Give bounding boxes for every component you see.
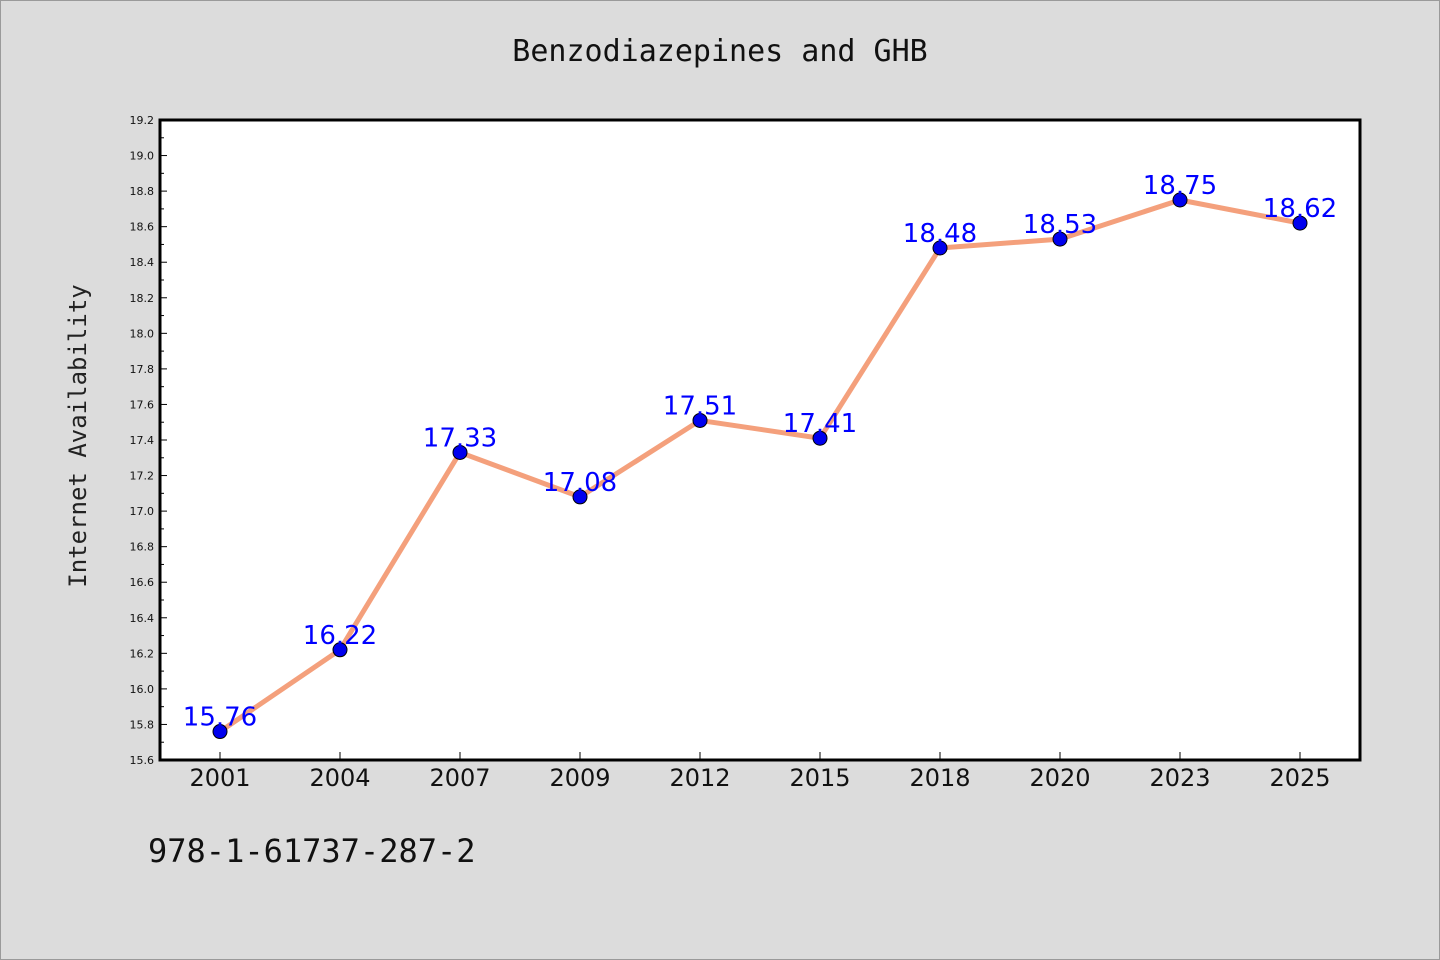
data-point	[452, 444, 468, 460]
data-point	[572, 489, 588, 505]
y-tick-label: 17.6	[130, 398, 155, 411]
data-label: 18.48	[903, 219, 977, 249]
data-point	[932, 240, 948, 256]
data-label: 17.33	[423, 423, 497, 453]
y-tick-label: 18.2	[130, 292, 155, 305]
y-axis-label: Internet Availability	[64, 284, 92, 587]
data-label: 17.08	[543, 468, 617, 498]
y-tick-label: 17.0	[130, 505, 155, 518]
chart-title: Benzodiazepines and GHB	[512, 34, 928, 69]
y-tick-label: 18.6	[130, 221, 155, 234]
y-tick-label: 16.6	[130, 576, 155, 589]
y-tick-label: 17.2	[130, 470, 155, 483]
series-line-group	[217, 197, 1303, 735]
data-label: 16.22	[303, 621, 377, 651]
plot-area	[160, 120, 1360, 760]
data-point	[692, 412, 708, 428]
y-tick-label: 19.2	[130, 114, 155, 127]
data-label: 15.76	[183, 703, 257, 733]
plot-border	[158, 118, 1362, 762]
y-tick-label: 16.0	[130, 683, 155, 696]
data-markers	[212, 192, 1308, 740]
x-tick-label: 2023	[1149, 764, 1210, 792]
x-tick-label: 2025	[1269, 764, 1330, 792]
data-label: 18.53	[1023, 210, 1097, 240]
x-tick-label: 2020	[1029, 764, 1090, 792]
y-tick-label: 18.8	[130, 185, 155, 198]
data-point	[1172, 192, 1188, 208]
x-tick-label: 2015	[789, 764, 850, 792]
data-point	[332, 642, 348, 658]
y-tick-label: 16.8	[130, 541, 155, 554]
y-tick-label: 17.8	[130, 363, 155, 376]
x-tick-label: 2004	[309, 764, 370, 792]
y-tick-label: 16.2	[130, 647, 155, 660]
data-label: 17.41	[783, 409, 857, 439]
y-tick-label: 19.0	[130, 150, 155, 163]
x-tick-label: 2001	[189, 764, 250, 792]
series-line	[217, 197, 1303, 735]
y-tick-label: 15.8	[130, 718, 155, 731]
y-tick-label: 16.4	[130, 612, 155, 625]
x-tick-label: 2012	[669, 764, 730, 792]
data-label: 18.62	[1263, 194, 1337, 224]
data-point	[1292, 215, 1308, 231]
data-point	[1052, 231, 1068, 247]
y-tick-label: 15.6	[130, 754, 155, 767]
x-tick-label: 2018	[909, 764, 970, 792]
data-label: 17.51	[663, 391, 737, 421]
y-tick-label: 17.4	[130, 434, 155, 447]
data-point	[212, 724, 228, 740]
data-point	[812, 430, 828, 446]
footnote-isbn: 978-1-61737-287-2	[148, 832, 476, 870]
y-tick-label: 18.0	[130, 327, 155, 340]
y-tick-label: 18.4	[130, 256, 155, 269]
data-label: 18.75	[1143, 171, 1217, 201]
x-tick-label: 2009	[549, 764, 610, 792]
x-axis: 2001 2004 2007 2009 2012 2015 2018 2020 2023 2025	[189, 752, 1331, 792]
y-axis: 15.6 15.8 16.0 16.2 16.4 16.6 16.8 17.0 17.2 17.4…	[130, 114, 167, 767]
x-tick-label: 2007	[429, 764, 490, 792]
data-labels: 15.76 16.22 17.33 17.08 17.51 17.41 18.48 18.53…	[183, 171, 1337, 733]
